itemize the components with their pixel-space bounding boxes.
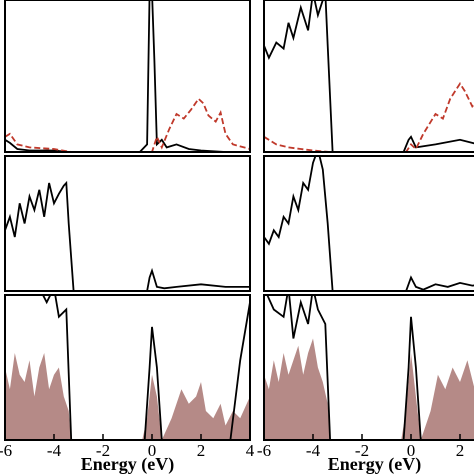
- x-tick-label: -4: [47, 441, 62, 460]
- line: [5, 180, 250, 291]
- line: [264, 156, 474, 291]
- plot-area: [5, 295, 250, 440]
- plot-area: [5, 0, 250, 152]
- line: [5, 97, 250, 152]
- frame: [263, 294, 474, 441]
- frame: [4, 0, 251, 153]
- plot-area: [264, 0, 474, 152]
- x-tick-label: 0: [407, 441, 416, 460]
- line: [264, 81, 474, 152]
- line: [266, 295, 474, 440]
- x-tick-label: 0: [148, 441, 157, 460]
- plot-area: [5, 180, 250, 291]
- line: [264, 0, 474, 152]
- x-tick-label: -4: [306, 441, 321, 460]
- x-tick-label: 2: [197, 441, 206, 460]
- frame: [4, 155, 251, 292]
- x-tick-label: -6: [0, 441, 12, 460]
- x-tick-label: -2: [96, 441, 110, 460]
- x-tick-label: 2: [456, 441, 465, 460]
- plot-area: [264, 156, 474, 291]
- frame: [263, 0, 474, 153]
- x-tick-label: -2: [355, 441, 369, 460]
- line: [5, 0, 250, 152]
- x-axis-label: Energy (eV): [328, 454, 421, 474]
- frame: [263, 155, 474, 292]
- x-tick-label: 4: [246, 441, 255, 460]
- plot-area: [264, 295, 474, 440]
- area: [5, 353, 250, 440]
- x-axis-label: Energy (eV): [81, 454, 174, 474]
- area: [264, 338, 474, 440]
- frame: [4, 294, 251, 441]
- x-tick-label: -6: [257, 441, 271, 460]
